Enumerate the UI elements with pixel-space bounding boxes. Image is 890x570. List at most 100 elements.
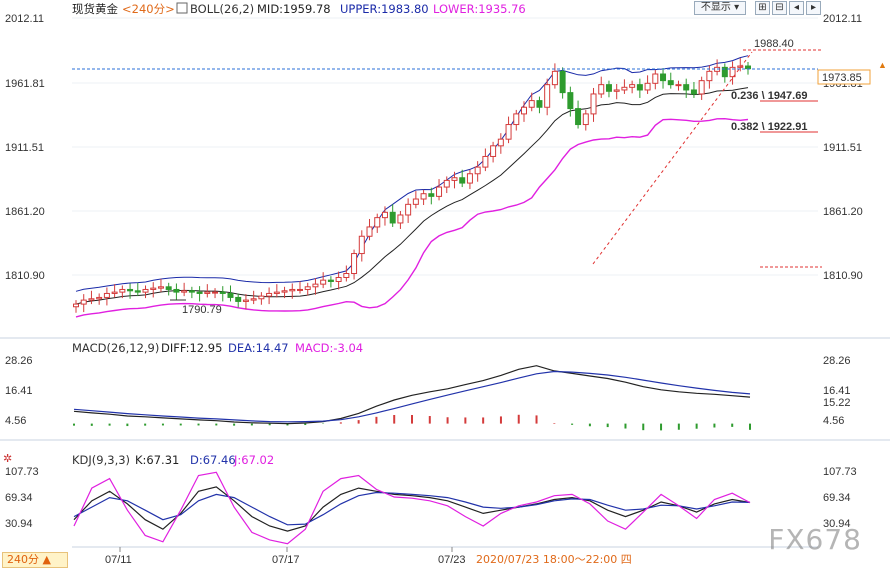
price-tick-right: 1911.51	[823, 142, 862, 154]
candle-body	[289, 288, 296, 292]
kdj-settings-icon[interactable]: ✲	[3, 453, 12, 465]
candle-body	[683, 84, 690, 91]
candle-body	[351, 253, 358, 275]
candle-body	[142, 288, 149, 293]
candle-body	[188, 290, 195, 293]
price-tick-right: 1810.90	[823, 270, 863, 282]
candle-body	[103, 292, 110, 298]
macd-plot	[73, 365, 751, 431]
candle-body	[343, 273, 350, 278]
candle-body	[513, 113, 520, 126]
candle-body	[73, 303, 79, 308]
candle-body	[134, 290, 141, 293]
period-selector[interactable]: 240分 ▲	[2, 552, 68, 568]
candle-body	[559, 70, 566, 94]
boll-bands	[75, 55, 749, 318]
candle-body	[667, 80, 674, 86]
candle-body	[459, 177, 466, 184]
candle-body	[157, 286, 164, 289]
macd-tick-left: 4.56	[5, 415, 26, 427]
boll-mid-value: MID:1959.78	[257, 2, 331, 16]
price-tick-left: 1911.51	[5, 142, 44, 154]
time-label: 07/11	[105, 554, 132, 566]
candle-body	[327, 279, 334, 282]
candle-body	[150, 287, 157, 290]
candle-body	[389, 211, 396, 224]
candle-body	[675, 84, 682, 87]
candle-body	[412, 198, 419, 205]
candle-body	[173, 288, 180, 293]
macd-dea-value: DEA:14.47	[228, 341, 289, 355]
candle-body	[212, 291, 219, 294]
boll-upper-line	[75, 55, 749, 292]
hide-indicator-button[interactable]: 不显示 ▾	[694, 1, 746, 15]
candle-body	[397, 214, 404, 224]
high-price-label: 1988.40	[754, 38, 794, 50]
candle-body	[590, 93, 597, 115]
boll-upper-value: UPPER:1983.80	[340, 2, 429, 16]
kdj-tick-left: 107.73	[5, 466, 39, 478]
macd-dea-line	[73, 370, 751, 423]
kdj-k-line	[73, 486, 751, 532]
time-label: 07/23	[438, 554, 466, 566]
time-label: 07/17	[272, 554, 300, 566]
macd-tick-left: 28.26	[5, 355, 33, 367]
zoom-in-icon[interactable]: ⊞	[755, 1, 770, 15]
watermark: FX678	[768, 523, 862, 556]
candle-body	[335, 276, 342, 282]
zoom-out-icon[interactable]: ⊟	[772, 1, 787, 15]
candle-body	[582, 113, 589, 126]
price-tick-left: 1810.90	[5, 270, 45, 282]
candle-body	[297, 288, 303, 291]
price-tick-right: 1861.20	[823, 206, 863, 218]
candle-body	[621, 86, 628, 91]
candle-body	[497, 138, 504, 147]
pan-right-icon[interactable]: ▸	[806, 1, 821, 15]
candle-body	[466, 173, 473, 184]
candle-body	[374, 217, 381, 228]
period-selector-label: 240分 ▲	[7, 553, 51, 566]
macd-title: MACD(26,12,9)	[72, 341, 159, 355]
candle-body	[451, 177, 458, 181]
candle-body	[320, 279, 327, 285]
kdj-j-value: J:67.02	[233, 453, 274, 467]
boll-lower-value: LOWER:1935.76	[433, 2, 526, 16]
kdj-tick-right: 69.34	[823, 492, 851, 504]
candle-body	[636, 84, 643, 91]
candle-body	[273, 291, 280, 294]
candle-body	[690, 89, 697, 95]
candle-body	[737, 65, 744, 68]
macd-tick-right: 28.26	[823, 355, 851, 367]
candle-body	[521, 106, 527, 115]
candle-body	[613, 89, 620, 92]
candle-body	[490, 145, 497, 157]
current-price-label: 1973.85	[822, 72, 862, 84]
price-tick-left: 1961.81	[5, 78, 45, 90]
candle-body	[242, 299, 249, 302]
candle-body	[250, 298, 257, 301]
kdj-tick-left: 69.34	[5, 492, 33, 504]
candle-body	[281, 290, 288, 293]
kdj-title: KDJ(9,3,3)	[72, 453, 130, 467]
kdj-tick-right: 107.73	[823, 466, 857, 478]
candle-body	[96, 296, 103, 300]
kdj-tick-left: 30.94	[5, 518, 33, 530]
candle-body	[181, 290, 188, 293]
kdj-d-line	[73, 491, 751, 526]
boll-label: BOLL(26,2)	[190, 2, 254, 16]
candle-body	[660, 73, 667, 82]
candle-body	[428, 193, 435, 197]
kdj-j-line	[73, 471, 751, 545]
candle-body	[304, 286, 311, 290]
pan-left-icon[interactable]: ◂	[789, 1, 804, 15]
kdj-plot	[73, 471, 751, 545]
candle-body	[721, 66, 728, 78]
macd-current-label: 15.22	[823, 397, 851, 409]
candle-body	[258, 295, 265, 300]
price-tick-right: 2012.11	[823, 13, 862, 25]
macd-diff-line	[73, 365, 751, 425]
current-price-box	[817, 69, 871, 85]
candle-body	[629, 84, 636, 88]
macd-tick-left: 16.41	[5, 385, 33, 397]
